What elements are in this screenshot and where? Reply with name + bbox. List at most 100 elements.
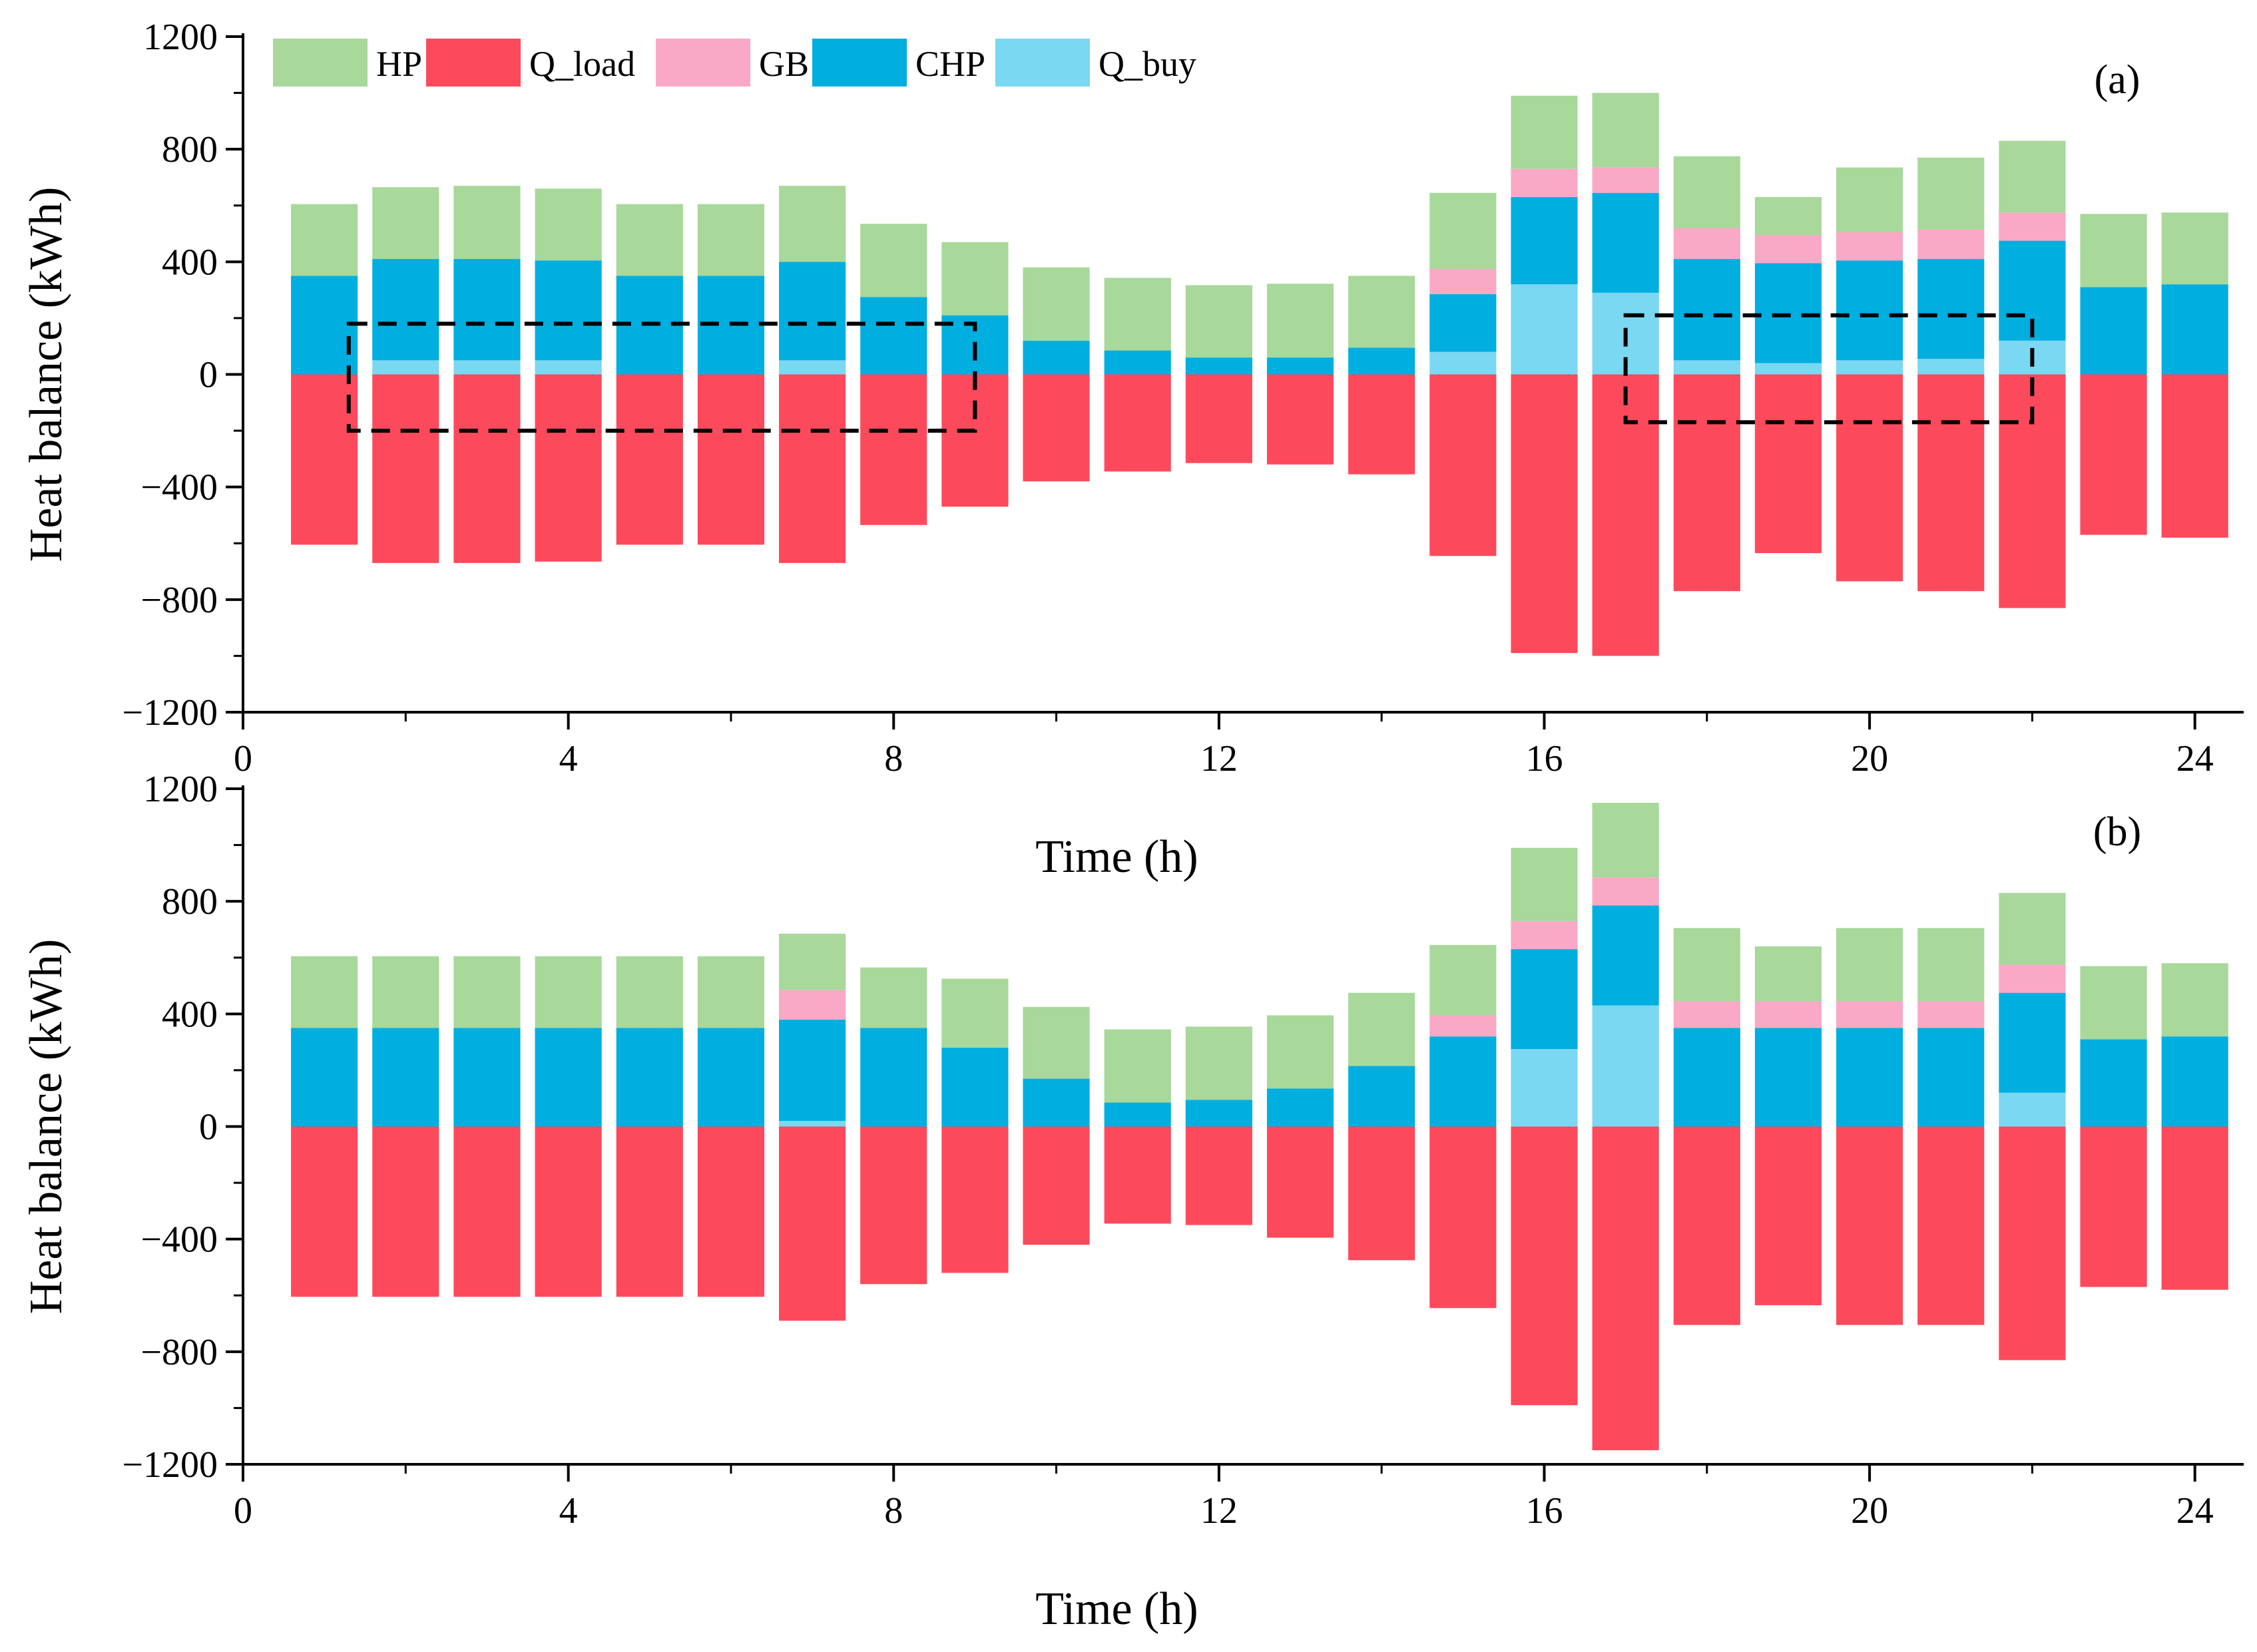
- bar-chp-h4: [535, 260, 602, 361]
- dashed-highlight-box-1: [346, 321, 977, 433]
- bar-q-buy-h16: [1511, 284, 1578, 375]
- bar-hp-h20: [1836, 167, 1903, 232]
- bar-q-load-h24: [2161, 374, 2228, 538]
- bar-hp-h20: [1836, 928, 1903, 1002]
- bar-hp-h16: [1511, 95, 1578, 169]
- bar-q-load-h18: [1673, 1126, 1740, 1325]
- bar-hp-h2: [372, 956, 439, 1028]
- bar-chp-h14: [1348, 347, 1415, 375]
- bar-gb-h16: [1511, 921, 1578, 950]
- bar-q-load-h15: [1429, 1126, 1497, 1309]
- x-tick-label: 16: [1525, 1490, 1563, 1532]
- bar-q-load-h3: [453, 1126, 521, 1297]
- bar-gb-h19: [1754, 235, 1822, 264]
- y-tick-label: 0: [199, 1107, 218, 1148]
- legend-swatch-hp: [273, 39, 368, 87]
- bar-chp-h16: [1511, 949, 1578, 1050]
- bar-hp-h19: [1754, 946, 1822, 1002]
- legend-label-gb: GB: [759, 44, 809, 84]
- bar-hp-h22: [1999, 893, 2066, 965]
- legend-swatch-q-load: [426, 39, 521, 87]
- bar-hp-h18: [1673, 156, 1740, 228]
- bar-chp-h6: [697, 1028, 765, 1127]
- x-tick-label: 24: [2176, 738, 2214, 779]
- x-tick-label: 4: [559, 738, 578, 779]
- bar-q-load-h8: [860, 1126, 927, 1285]
- bar-chp-h21: [1917, 259, 1985, 359]
- bar-q-load-h20: [1836, 374, 1903, 582]
- bar-chp-h24: [2161, 284, 2228, 375]
- bar-chp-h21: [1917, 1028, 1985, 1127]
- bar-chp-h13: [1266, 357, 1334, 375]
- bar-hp-h8: [860, 967, 927, 1028]
- bar-chp-h2: [372, 259, 439, 361]
- bar-hp-h10: [1023, 267, 1090, 341]
- bar-hp-h6: [697, 204, 765, 276]
- bar-hp-h8: [860, 224, 927, 298]
- bar-hp-h23: [2080, 966, 2147, 1040]
- bar-gb-h16: [1511, 168, 1578, 198]
- bar-q-load-h6: [697, 374, 765, 545]
- bar-q-load-h10: [1023, 374, 1090, 482]
- bar-chp-h19: [1754, 1028, 1822, 1127]
- bar-q-load-h2: [372, 374, 439, 563]
- bar-chp-h22: [1999, 992, 2066, 1093]
- bar-q-buy-h15: [1429, 351, 1497, 375]
- x-tick-label: 12: [1200, 1490, 1238, 1532]
- bar-hp-h15: [1429, 944, 1497, 1016]
- bar-hp-h22: [1999, 140, 2066, 213]
- x-tick-label: 12: [1200, 738, 1238, 779]
- bar-q-buy-h20: [1836, 360, 1903, 375]
- bar-chp-h17: [1592, 192, 1659, 293]
- x-tick-label: 24: [2176, 1490, 2214, 1532]
- bar-gb-h15: [1429, 268, 1497, 294]
- bar-chp-h13: [1266, 1088, 1334, 1127]
- bar-hp-h14: [1348, 992, 1415, 1066]
- bar-q-load-h21: [1917, 374, 1985, 592]
- legend-swatch-chp: [812, 39, 907, 87]
- bar-chp-h20: [1836, 260, 1903, 361]
- bar-q-load-h12: [1185, 1126, 1252, 1225]
- y-tick-label: 800: [162, 129, 218, 170]
- bar-q-load-h23: [2080, 1126, 2147, 1287]
- bar-q-buy-h7: [778, 360, 846, 375]
- bar-q-buy-h19: [1754, 363, 1822, 375]
- x-tick-label: 20: [1851, 738, 1888, 779]
- bar-q-load-h9: [941, 1126, 1009, 1273]
- bar-q-load-h17: [1592, 1126, 1659, 1450]
- bar-chp-h24: [2161, 1036, 2228, 1127]
- bar-gb-h22: [1999, 964, 2066, 993]
- bar-q-load-h7: [778, 1126, 846, 1321]
- bar-gb-h19: [1754, 1001, 1822, 1028]
- bar-hp-h1: [291, 204, 358, 276]
- x-tick-label: 8: [884, 738, 903, 779]
- bar-hp-h15: [1429, 192, 1497, 269]
- bar-chp-h17: [1592, 905, 1659, 1006]
- bar-hp-h13: [1266, 284, 1334, 358]
- y-tick-label: 400: [162, 994, 218, 1035]
- x-tick-label: 4: [559, 1490, 578, 1532]
- bar-q-load-h1: [291, 374, 358, 545]
- bar-q-buy-h18: [1673, 360, 1740, 375]
- bar-gb-h17: [1592, 877, 1659, 906]
- bar-q-load-h4: [535, 1126, 602, 1297]
- bar-chp-h8: [860, 1028, 927, 1127]
- bar-chp-h7: [778, 262, 846, 361]
- bar-q-load-h16: [1511, 374, 1578, 654]
- bar-hp-h21: [1917, 928, 1985, 1002]
- bar-chp-h18: [1673, 1028, 1740, 1127]
- bar-q-load-h19: [1754, 1126, 1822, 1306]
- bar-hp-h23: [2080, 214, 2147, 288]
- y-axis-title: Heat balance (kWh): [21, 187, 72, 562]
- bar-chp-h12: [1185, 357, 1252, 375]
- bar-q-load-h12: [1185, 374, 1252, 463]
- bar-q-load-h14: [1348, 1126, 1415, 1261]
- bar-gb-h7: [778, 990, 846, 1020]
- y-tick-label: −400: [140, 467, 218, 509]
- bar-hp-h4: [535, 188, 602, 261]
- bar-hp-h13: [1266, 1015, 1334, 1089]
- bar-q-buy-h21: [1917, 359, 1985, 375]
- bar-chp-h11: [1104, 1102, 1171, 1127]
- bar-hp-h6: [697, 956, 765, 1028]
